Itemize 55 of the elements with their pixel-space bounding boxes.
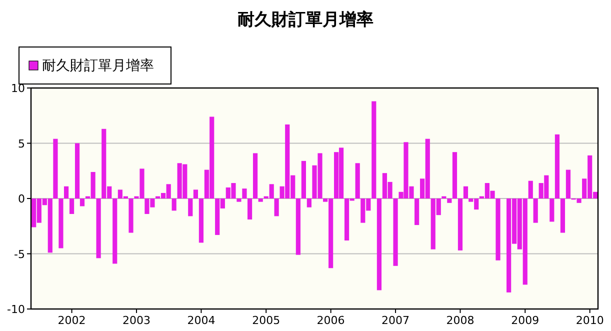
- bar: [198, 198, 204, 243]
- x-tick-label: 2010: [576, 314, 604, 327]
- bar: [560, 198, 566, 233]
- x-tick-label: 2003: [122, 314, 150, 327]
- bar: [69, 198, 74, 214]
- x-tick-label: 2005: [252, 314, 280, 327]
- bar: [414, 198, 420, 226]
- x-tick-label: 2002: [58, 314, 86, 327]
- bar: [463, 186, 468, 198]
- x-tick-label: 2006: [316, 314, 345, 327]
- bar: [80, 198, 85, 206]
- bar: [188, 198, 193, 216]
- bar: [528, 180, 533, 198]
- bar: [496, 198, 500, 260]
- bar: [53, 138, 58, 198]
- bar: [236, 198, 242, 202]
- bar: [393, 198, 398, 266]
- title: 耐久財訂單月增率: [238, 10, 374, 30]
- bar: [372, 101, 376, 198]
- bar: [533, 198, 538, 223]
- x-tick-label: 2007: [382, 314, 410, 327]
- y-tick-label: 5: [18, 137, 25, 150]
- bar: [258, 198, 263, 202]
- bar: [274, 198, 279, 216]
- bar: [242, 188, 247, 198]
- x-tick-label: 2009: [511, 314, 540, 327]
- y-tick-label: 10: [11, 82, 25, 95]
- bar: [447, 198, 452, 203]
- bar: [566, 170, 571, 198]
- bar: [112, 198, 118, 264]
- bar: [193, 190, 198, 198]
- x-tick-label: 2008: [446, 314, 474, 327]
- y-tick-label: -5: [14, 248, 25, 261]
- bar: [355, 163, 360, 198]
- bar: [554, 134, 560, 198]
- bar: [306, 198, 312, 208]
- bar: [247, 198, 252, 220]
- bar: [301, 160, 306, 198]
- bar: [172, 198, 176, 211]
- bar: [550, 198, 554, 222]
- legend-label: 耐久財訂單月增率: [42, 58, 154, 74]
- bar: [64, 186, 69, 198]
- y-tick-label: -10: [7, 303, 25, 316]
- bar: [296, 198, 300, 255]
- legend: 耐久財訂單月增率: [18, 46, 172, 84]
- x-tick-label: 2004: [187, 314, 216, 327]
- bar: [96, 198, 101, 258]
- bar: [58, 198, 64, 248]
- y-tick-label: 0: [18, 192, 25, 206]
- bar: [452, 152, 458, 198]
- bar: [458, 198, 463, 250]
- bar: [74, 143, 80, 198]
- bar: [252, 153, 258, 198]
- bar: [128, 198, 134, 233]
- bar: [376, 198, 382, 290]
